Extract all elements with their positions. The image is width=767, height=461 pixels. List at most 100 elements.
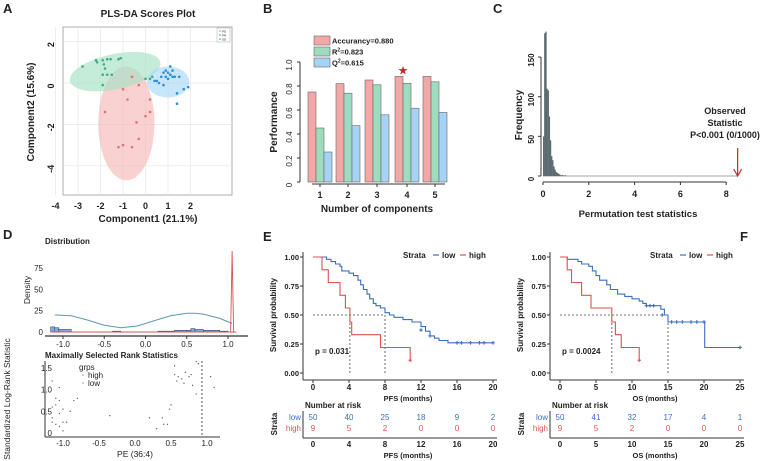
bar-q2 — [351, 125, 361, 183]
censor-mark-icon — [644, 303, 649, 308]
x-tick-label: 1.0 — [201, 439, 213, 448]
point-pd — [121, 87, 125, 91]
point — [190, 373, 192, 376]
point-sd — [164, 75, 168, 79]
legend-swatch — [313, 57, 331, 68]
survival-curve-high — [560, 256, 640, 361]
censor-mark-icon — [637, 358, 641, 363]
density-curve — [54, 312, 233, 329]
y-tick-label: 0.50 — [284, 311, 299, 320]
y-axis-label: Survival probability — [516, 277, 525, 352]
best-component-star-icon: ★ — [398, 63, 409, 77]
point-pr — [101, 73, 105, 77]
x-axis-label: PE (36:4) — [117, 449, 153, 459]
point — [109, 414, 111, 417]
point — [170, 404, 172, 406]
legend-label: low — [442, 251, 456, 260]
risk-count: 17 — [664, 413, 673, 422]
risk-count: 0 — [738, 424, 743, 433]
x-tick-label: 4 — [347, 383, 352, 392]
point-pr — [105, 57, 109, 61]
y-tick-label: 100 — [527, 92, 536, 106]
risk-table-x-tick-label: 16 — [453, 440, 462, 449]
y-tick-label: 0.8 — [285, 83, 294, 95]
point — [62, 408, 64, 410]
risk-table-title: Number at risk — [305, 401, 362, 410]
point — [188, 376, 190, 378]
panel-label-b: B — [263, 1, 272, 16]
risk-table-x-tick-label: 8 — [383, 440, 388, 449]
bar-r2 — [372, 84, 382, 183]
point-sd — [175, 102, 179, 105]
point — [168, 408, 171, 410]
point-pd — [137, 83, 141, 87]
risk-count: 2 — [491, 413, 496, 422]
risk-table-x-axis-label: PFS (months) — [384, 451, 433, 460]
x-tick-label: 5 — [432, 190, 437, 200]
x-tick-label: -1.0 — [56, 340, 70, 349]
risk-table-x-tick-label: 12 — [417, 440, 426, 449]
point — [181, 378, 183, 380]
y-tick-label: 1.0 — [285, 59, 294, 71]
legend-title: Strata — [403, 251, 426, 260]
point-pr — [103, 67, 107, 70]
risk-count: 2 — [630, 424, 635, 433]
x-axis-label: OS (months) — [633, 394, 678, 403]
survival-curve-high — [313, 256, 411, 361]
risk-table-row-label: high — [533, 424, 548, 433]
x-tick-label: 25 — [736, 383, 745, 392]
point-pd — [148, 98, 152, 101]
y-tick-label: 75 — [34, 264, 43, 273]
histogram-bar — [190, 328, 196, 333]
legend-label: PR — [222, 34, 227, 38]
y-tick-label: 0.75 — [531, 282, 546, 291]
y-tick-label: 0.00 — [531, 369, 546, 378]
point-pd — [148, 110, 152, 114]
histogram-bar — [548, 116, 551, 176]
point — [197, 363, 200, 365]
legend-marker — [219, 38, 221, 40]
risk-count: 25 — [381, 413, 390, 422]
point — [195, 393, 197, 395]
point — [191, 384, 194, 387]
histogram-bar — [552, 160, 554, 176]
point — [163, 423, 165, 426]
x-tick-label: 20 — [489, 383, 498, 392]
point-pr — [109, 57, 112, 61]
y-tick-label: 50 — [527, 134, 536, 143]
censor-mark-icon — [695, 320, 699, 324]
risk-count: 5 — [347, 424, 352, 433]
point-sd — [166, 77, 170, 81]
risk-table-x-tick-label: 15 — [664, 440, 673, 449]
legend-label: low — [689, 251, 703, 260]
histogram-bar — [559, 174, 561, 176]
risk-table-x-tick-label: 4 — [347, 440, 352, 449]
point — [195, 360, 197, 363]
risk-count: 32 — [628, 413, 637, 422]
risk-count: 1 — [738, 413, 743, 422]
point — [65, 421, 68, 423]
point — [183, 382, 185, 384]
confidence-ellipse-pr — [69, 51, 161, 92]
y-tick-label: 0.4 — [285, 131, 294, 143]
risk-count: 50 — [556, 413, 565, 422]
censor-mark-icon — [408, 358, 412, 363]
censor-mark-icon — [660, 313, 665, 317]
risk-count: 0 — [419, 424, 424, 433]
risk-table-row-label: low — [289, 413, 301, 422]
risk-table-title: Number at risk — [552, 401, 609, 410]
legend-marker — [219, 34, 221, 36]
risk-table-row-label: low — [536, 413, 548, 422]
density-spike — [230, 250, 235, 333]
point-pd — [126, 98, 129, 101]
point-pd — [130, 145, 134, 149]
censor-mark-icon — [428, 334, 432, 338]
histogram-bar — [545, 31, 547, 177]
histogram-bar — [543, 136, 545, 176]
censor-mark-icon — [459, 341, 464, 345]
bar-accuracy — [422, 76, 432, 183]
censor-mark-icon — [669, 320, 674, 324]
point-pd — [135, 121, 138, 124]
x-tick-label: -0.5 — [97, 340, 111, 349]
legend-label: high — [469, 251, 486, 260]
